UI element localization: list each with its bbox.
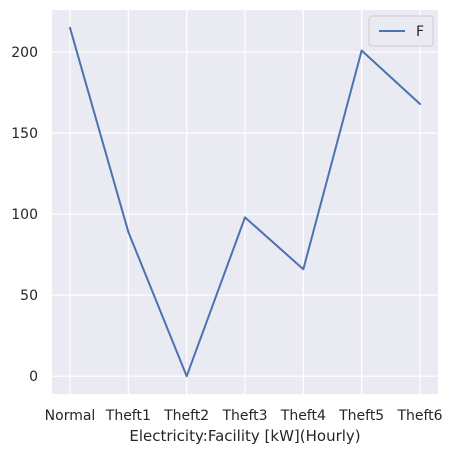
x-axis-label: Electricity:Facility [kW](Hourly)	[129, 427, 360, 445]
y-tick-label: 150	[11, 126, 38, 142]
x-gridlines	[69, 10, 421, 394]
legend: F	[368, 15, 434, 47]
x-tick-label: Theft5	[338, 408, 384, 424]
series-line-F	[69, 26, 421, 378]
y-tick-label: 200	[11, 45, 38, 61]
x-tick-label: Normal	[45, 408, 96, 424]
legend-label: F	[416, 24, 424, 40]
x-tick-labels: Normal Theft1 Theft2 Theft3 Theft4 Theft5 Thef…	[45, 408, 443, 424]
x-tick-label: Theft1	[105, 408, 151, 424]
y-tick-label: 50	[20, 288, 38, 304]
x-tick-label: Theft4	[280, 408, 326, 424]
y-tick-label: 0	[29, 369, 38, 385]
x-tick-label: Theft6	[396, 408, 442, 424]
y-tick-label: 100	[11, 207, 38, 223]
series-layer	[69, 26, 421, 378]
y-tick-labels: 0 50 100 150 200	[11, 45, 38, 385]
x-tick-label: Theft3	[221, 408, 267, 424]
x-tick-label: Theft2	[163, 408, 209, 424]
